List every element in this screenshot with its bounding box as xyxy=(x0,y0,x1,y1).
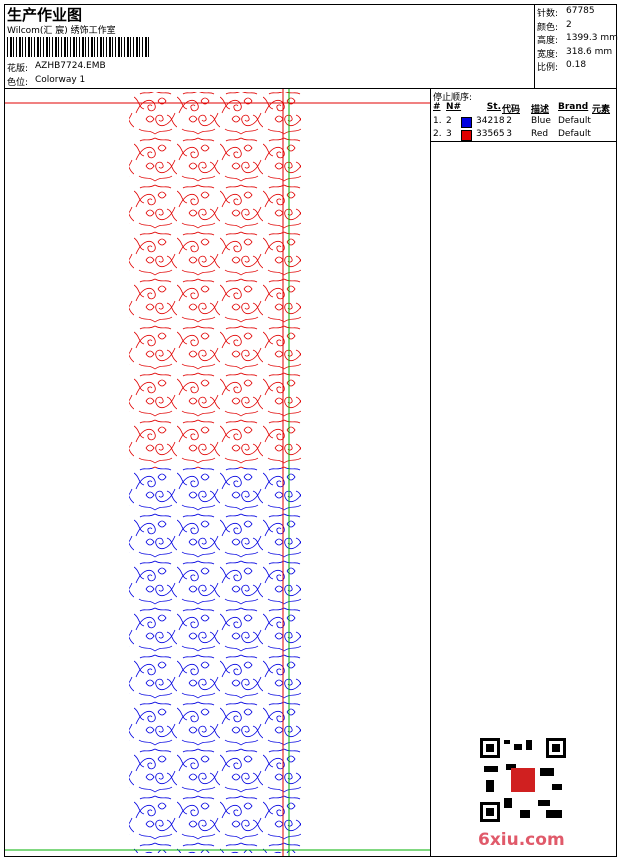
table-cell: 3 xyxy=(446,129,452,139)
info-label: 宽度: xyxy=(537,49,559,60)
colorway-label: 色位: xyxy=(7,78,29,88)
column-header: N# xyxy=(446,102,462,112)
design-file: AZHB7724.EMB xyxy=(35,61,106,71)
table-cell: 33565 xyxy=(476,129,505,139)
barcode xyxy=(7,37,150,57)
info-label: 高度: xyxy=(537,36,559,46)
info-label: 针数: xyxy=(537,9,559,19)
table-cell: Default xyxy=(558,116,591,126)
panel-divider xyxy=(430,88,431,857)
table-cell: 2 xyxy=(506,116,512,126)
info-label: 比例: xyxy=(537,63,559,73)
page-border xyxy=(4,4,617,857)
table-cell: Blue xyxy=(531,116,551,126)
info-value: 67785 xyxy=(566,6,595,16)
stop-title: 停止顺序: xyxy=(433,93,473,103)
column-header: # xyxy=(433,102,441,112)
design-label: 花版: xyxy=(7,64,29,74)
info-value: 0.18 xyxy=(566,60,587,70)
table-cell: Red xyxy=(531,129,549,139)
table-cell: 3 xyxy=(506,129,512,139)
table-cell: 2 xyxy=(446,116,452,126)
table-cell: 2. xyxy=(433,129,442,139)
column-header: 代码 xyxy=(501,105,520,115)
table-cell: 34218 xyxy=(476,116,505,126)
color-swatch xyxy=(461,117,472,128)
info-label: 颜色: xyxy=(537,22,559,33)
info-value: 318.6 mm xyxy=(566,46,613,57)
title: 生产作业图 xyxy=(7,6,83,24)
info-value: 1399.3 mm xyxy=(566,33,618,43)
studio: Wilcom(汇 宸) 绣饰工作室 xyxy=(7,26,116,36)
watermark: 6xiu.com xyxy=(478,830,565,850)
column-header: St. xyxy=(486,102,501,112)
column-header: Brand xyxy=(558,102,589,112)
design-view xyxy=(5,89,430,856)
table-cell: 1. xyxy=(433,116,442,126)
header-rule xyxy=(4,88,617,89)
info-value: 2 xyxy=(566,19,572,30)
qr-code xyxy=(480,738,566,822)
table-cell: Default xyxy=(558,129,591,139)
column-header: 描述 xyxy=(531,105,550,115)
table-rule xyxy=(430,141,617,142)
color-swatch xyxy=(461,130,472,141)
red-embroidery xyxy=(129,92,301,468)
colorway: Colorway 1 xyxy=(35,75,86,85)
column-header: 元素 xyxy=(592,105,611,115)
blue-embroidery xyxy=(129,468,301,853)
